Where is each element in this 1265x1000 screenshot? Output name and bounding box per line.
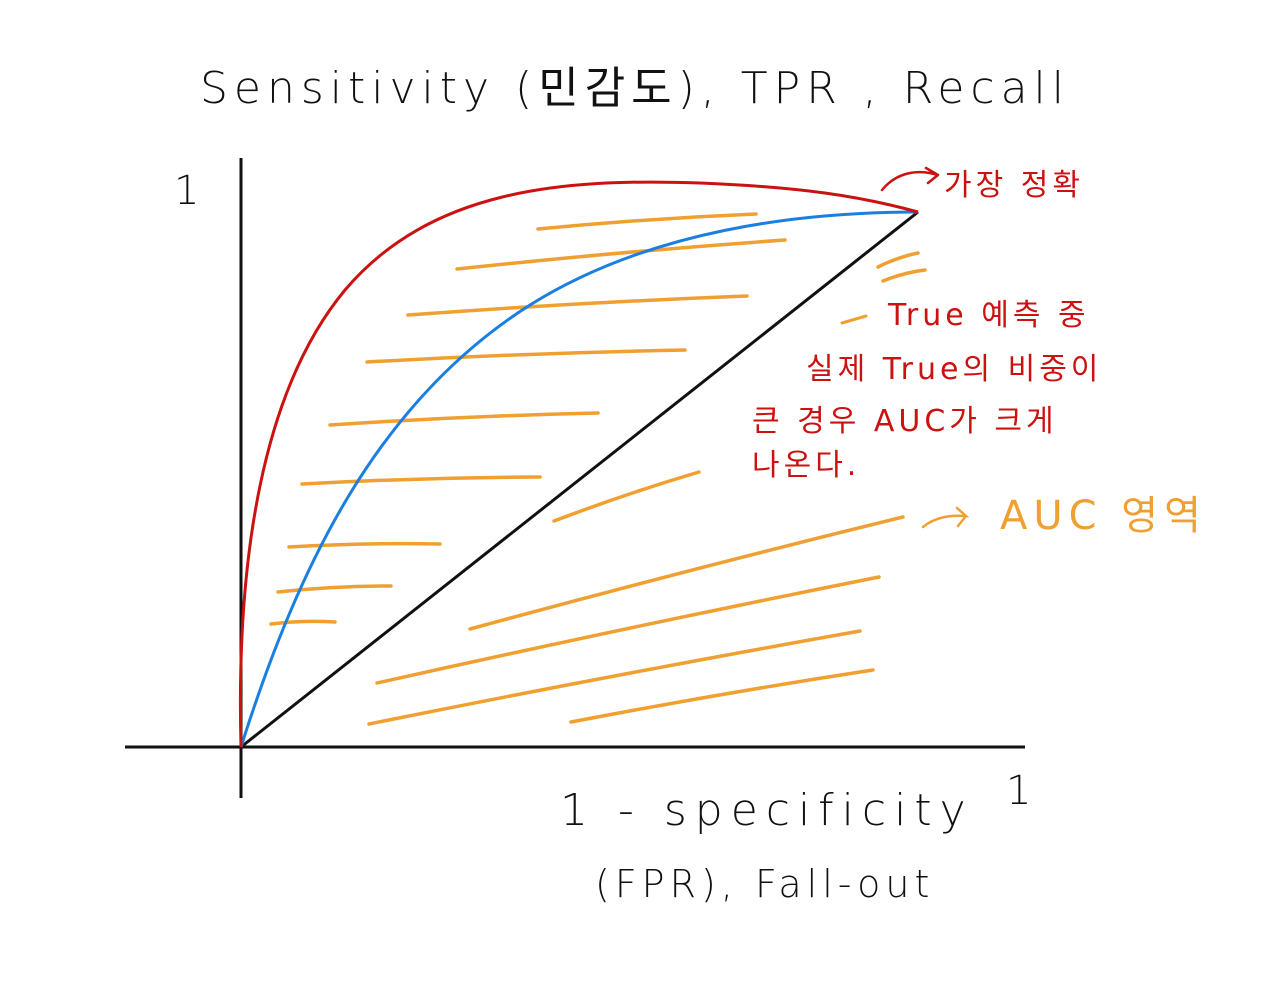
hatch-stroke (876, 251, 920, 269)
arrow-most-accurate (880, 166, 940, 192)
annotation-auc-area: AUC 영역 (1000, 493, 1207, 539)
hatch-stroke (468, 515, 905, 631)
diagonal-line (240, 210, 919, 749)
annotation-line-4: 나온다. (752, 448, 861, 483)
annotation-line-1: True 예측 중 (888, 298, 1090, 333)
hatch-stroke (269, 619, 337, 626)
x-axis-sublabel: (FPR), Fall-out (595, 862, 935, 906)
dash-explanation (840, 314, 868, 325)
hatch-stroke (367, 629, 862, 726)
y-axis-label: Sensitivity (민감도), TPR , Recall (200, 63, 1071, 114)
annotation-line-2: 실제 True의 비중이 (806, 352, 1103, 387)
hatch-stroke (455, 238, 787, 271)
x-axis-label: 1 - specificity (560, 785, 974, 836)
hatch-stroke (365, 348, 687, 364)
hatch-stroke (375, 575, 881, 685)
best-curve (238, 180, 919, 748)
x-tick-max: 1 (1006, 768, 1032, 814)
hatch-stroke (552, 470, 701, 523)
roc-curve (239, 210, 919, 748)
hatch-stroke (406, 294, 749, 317)
hatch-stroke (287, 541, 442, 549)
arrow-auc-area (921, 506, 970, 529)
y-tick-max: 1 (174, 168, 200, 214)
hatch-stroke (276, 584, 393, 594)
annotation-most-accurate: 가장 정확 (944, 168, 1084, 203)
hatch-stroke (536, 212, 758, 231)
hatch-stroke (881, 268, 927, 283)
auc-area-hatching (269, 212, 927, 726)
hatch-stroke (569, 668, 875, 724)
annotation-line-3: 큰 경우 AUC가 크게 (752, 404, 1058, 439)
hatch-stroke (300, 475, 542, 486)
hatch-stroke (328, 411, 600, 427)
